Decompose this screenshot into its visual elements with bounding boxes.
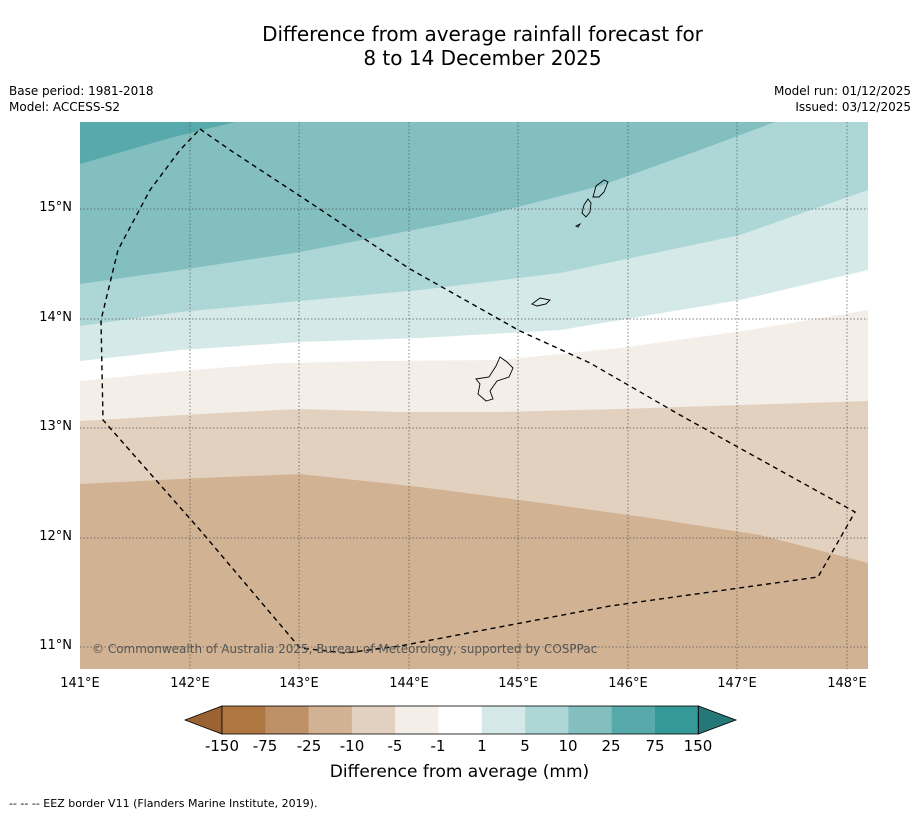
lon-label-143: 143°E bbox=[279, 676, 319, 691]
lon-label-145: 145°E bbox=[498, 676, 538, 691]
eez-footnote: -- -- -- EEZ border V11 (Flanders Marine… bbox=[9, 797, 318, 810]
cb-tick-label: 5 bbox=[520, 737, 530, 755]
lon-label-147: 147°E bbox=[717, 676, 757, 691]
title-line-2: 8 to 14 December 2025 bbox=[363, 46, 602, 70]
lat-label-11: 11°N bbox=[39, 638, 72, 653]
lon-label-142: 142°E bbox=[170, 676, 210, 691]
lon-label-146: 146°E bbox=[608, 676, 648, 691]
chart-title: Difference from average rainfall forecas… bbox=[0, 22, 919, 70]
cb-tick-label: 75 bbox=[645, 737, 665, 755]
colorbar-swatch bbox=[481, 706, 526, 734]
lat-label-13: 13°N bbox=[39, 419, 72, 434]
cb-tick-label: -75 bbox=[252, 737, 278, 755]
colorbar-title: Difference from average (mm) bbox=[329, 762, 590, 782]
island-rota bbox=[531, 297, 551, 307]
lon-label-141: 141°E bbox=[60, 676, 100, 691]
issued-label: Issued: 03/12/2025 bbox=[795, 100, 911, 114]
colorbar-swatch bbox=[222, 706, 266, 734]
meta-right: Model run: 01/12/2025 Issued: 03/12/2025 bbox=[774, 83, 911, 115]
lon-label-144: 144°E bbox=[389, 676, 429, 691]
meta-left: Base period: 1981-2018 Model: ACCESS-S2 bbox=[9, 83, 154, 115]
colorbar-swatch bbox=[438, 706, 483, 734]
title-line-1: Difference from average rainfall forecas… bbox=[262, 22, 703, 46]
graticule bbox=[80, 122, 868, 669]
rainfall-anomaly-field bbox=[80, 122, 868, 669]
colorbar-outline bbox=[221, 705, 699, 735]
cb-tick-label: 25 bbox=[601, 737, 621, 755]
model-run-label: Model run: 01/12/2025 bbox=[773, 84, 911, 98]
colorbar-swatch bbox=[525, 706, 569, 734]
colorbar-swatch bbox=[351, 706, 396, 734]
model-label: Model: ACCESS-S2 bbox=[9, 100, 121, 114]
cb-tick-label: -10 bbox=[339, 737, 365, 755]
island-aguijan bbox=[574, 222, 582, 228]
lon-label-148: 148°E bbox=[827, 676, 867, 691]
band-75 bbox=[80, 122, 235, 164]
colorbar-swatch bbox=[265, 706, 309, 734]
island-saipan bbox=[592, 179, 609, 198]
cb-tick-label: -150 bbox=[204, 737, 240, 755]
colorbar-swatch bbox=[611, 706, 656, 734]
cb-tick-label: 10 bbox=[558, 737, 578, 755]
lat-label-15: 15°N bbox=[39, 200, 72, 215]
lat-label-12: 12°N bbox=[39, 529, 72, 544]
colorbar-extend-max bbox=[697, 705, 738, 735]
islands bbox=[475, 179, 609, 402]
colorbar-extend-min bbox=[183, 705, 223, 735]
island-tinian bbox=[581, 198, 592, 218]
cb-tick-label: 1 bbox=[477, 737, 487, 755]
cb-tick-label: -5 bbox=[387, 737, 403, 755]
island-guam bbox=[475, 356, 514, 402]
colorbar-swatch bbox=[568, 706, 612, 734]
colorbar bbox=[183, 705, 738, 735]
colorbar-swatch bbox=[655, 706, 699, 734]
copyright-notice: © Commonwealth of Australia 2025, Bureau… bbox=[92, 642, 598, 656]
eez-border bbox=[100, 128, 856, 654]
cb-tick-label: -1 bbox=[430, 737, 446, 755]
lat-label-14: 14°N bbox=[39, 310, 72, 325]
cb-tick-label: 150 bbox=[683, 737, 713, 755]
cb-tick-label: -25 bbox=[296, 737, 322, 755]
colorbar-swatch bbox=[308, 706, 353, 734]
base-period-label: Base period: 1981-2018 bbox=[9, 84, 154, 98]
band-25 bbox=[80, 122, 775, 284]
colorbar-swatch bbox=[395, 706, 439, 734]
